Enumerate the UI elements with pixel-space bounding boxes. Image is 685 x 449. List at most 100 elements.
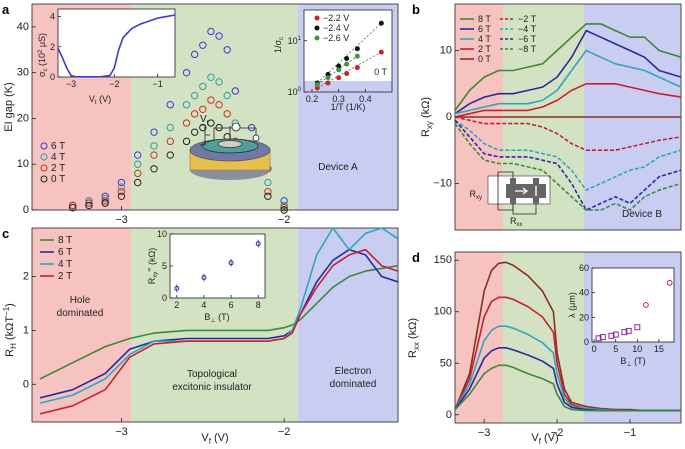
y-axis-label-c: RH (kΩT−1): [2, 303, 18, 357]
a-point: [101, 194, 109, 203]
device-a-label: Device A: [318, 162, 358, 173]
legend-label: −2.6 V: [323, 33, 349, 43]
a-point: [199, 105, 207, 113]
legend-label: 8 T: [478, 14, 491, 24]
a-point: [223, 91, 231, 100]
d_inset-xtick-label: 10: [632, 344, 642, 354]
c_inset-xtick-label: 4: [201, 300, 206, 310]
legend-label: 2 T: [478, 44, 491, 54]
a-point: [215, 78, 223, 86]
d_inset-point: [666, 279, 673, 286]
a_inset1-ytick-label: 2: [50, 42, 55, 52]
c-xtick-label: −3: [115, 426, 128, 438]
d_inset-xtick-label: 15: [654, 344, 664, 354]
legend-label: 0 T: [478, 54, 491, 64]
a-point: [166, 151, 174, 159]
rxy-label: Rxy: [470, 189, 483, 201]
inset-a2-ylabel: 1/σc: [273, 37, 285, 53]
legend-a: 6 T 4 T 2 T 0 T: [40, 141, 65, 185]
a_inset2-fit-line: [317, 22, 382, 84]
c_inset-xtick-label: 6: [229, 300, 234, 310]
hall-bar-schematic: Rxy Rxx: [470, 171, 551, 228]
b-series-line: [454, 119, 682, 191]
a_inset2-point: [344, 61, 350, 67]
panel-label-b: b: [412, 2, 420, 17]
legend-label: 8 T: [58, 235, 72, 246]
a-point: [199, 123, 207, 132]
vt-subscript: t: [207, 120, 209, 127]
legend-marker: [40, 153, 48, 161]
legend-label: −8 T: [518, 44, 537, 54]
a_inset1-series-line: [57, 14, 176, 78]
a-point: [264, 178, 272, 187]
a_inset2-point: [336, 75, 342, 81]
d-ytick-label: 150: [434, 254, 452, 266]
a-point: [117, 187, 126, 196]
c_inset-ytick-label: 5: [162, 261, 167, 271]
d_inset-xtick-label: 0: [592, 344, 597, 354]
a-point: [190, 128, 199, 136]
d-xtick-label: −3: [478, 427, 491, 439]
inset-a1-bg: [58, 9, 175, 77]
legend-label: 6 T: [58, 247, 72, 258]
d_inset-point: [625, 327, 632, 334]
inset-a2-legend: −2.2 V −2.4 V −2.6 V: [314, 13, 349, 43]
d_inset-point: [599, 334, 606, 341]
d_inset-point: [612, 331, 619, 338]
a-point: [85, 197, 93, 205]
a_inset2-point: [354, 46, 360, 52]
legend-c: 8 T 6 T 4 T 2 T: [40, 235, 72, 282]
a_inset2-point: [354, 65, 360, 71]
x-axis-label-d: Vf (V): [531, 432, 558, 446]
device-b-label: Device B: [622, 209, 662, 220]
d-xtick-label: −2: [551, 427, 564, 439]
panel-d: d Rxx (kΩ) Vf (V) λ (μm) B⊥ (T) 0 5 10 1502…: [407, 250, 682, 446]
legend-label: 4 T: [58, 259, 72, 270]
b-ytick-label: 0: [446, 111, 452, 123]
legend-marker: [40, 142, 48, 150]
a-point: [68, 204, 77, 212]
a-ytick-label: 0: [23, 204, 29, 216]
a-point: [117, 178, 126, 187]
d_inset-ytick-label: 40: [579, 288, 589, 298]
legend-label: 4 T: [478, 34, 491, 44]
a-point: [280, 204, 288, 212]
a-point: [199, 82, 207, 91]
a_inset2-point: [344, 70, 350, 76]
panel-label-a: a: [2, 2, 10, 17]
a-point: [199, 41, 207, 49]
legend-marker: [40, 175, 48, 183]
topological-label: Topological excitonic insulator: [172, 369, 252, 393]
d_inset-point: [634, 324, 641, 331]
gate-wire: [200, 124, 210, 146]
b-ytick-label: 10: [440, 45, 452, 57]
rxx-label: Rxx: [510, 216, 523, 228]
a_inset2-point: [314, 85, 320, 91]
c-series-line: [39, 248, 399, 415]
legend-label: 6 T: [478, 24, 491, 34]
a-point: [223, 110, 231, 118]
a-ytick-label: 20: [17, 112, 29, 124]
legend-marker: [314, 15, 320, 21]
a-ytick-label: 30: [17, 67, 29, 79]
a_inset1-ytick-label: 4: [50, 12, 55, 22]
c-ytick-label: 1: [23, 324, 29, 336]
c-axes-frame: [31, 227, 399, 423]
current-arrow-icon: [515, 187, 528, 195]
inset-a1-ylabel: σc (102 μS): [37, 33, 49, 77]
d_inset-point: [621, 329, 628, 336]
a_inset1-axes-frame: [57, 8, 176, 78]
a_inset2-point: [354, 53, 360, 59]
d_inset-ytick-label: 60: [579, 263, 589, 273]
d_inset-ytick-label: 20: [579, 312, 589, 322]
a_inset2-ytick-label: 101: [288, 36, 302, 46]
inset-c: Rxy∞ (kΩ) B⊥ (T) 2 4 6 8 0 5 10: [147, 229, 266, 324]
a-point: [264, 187, 272, 196]
hall-contact: [510, 198, 516, 204]
legend-label: 0 T: [51, 174, 65, 185]
d-ytick-label: 0: [446, 409, 452, 421]
b-ytick-label: −10: [433, 177, 452, 189]
d_inset-axes-frame: [591, 267, 675, 343]
legend-label: 2 T: [58, 271, 72, 282]
